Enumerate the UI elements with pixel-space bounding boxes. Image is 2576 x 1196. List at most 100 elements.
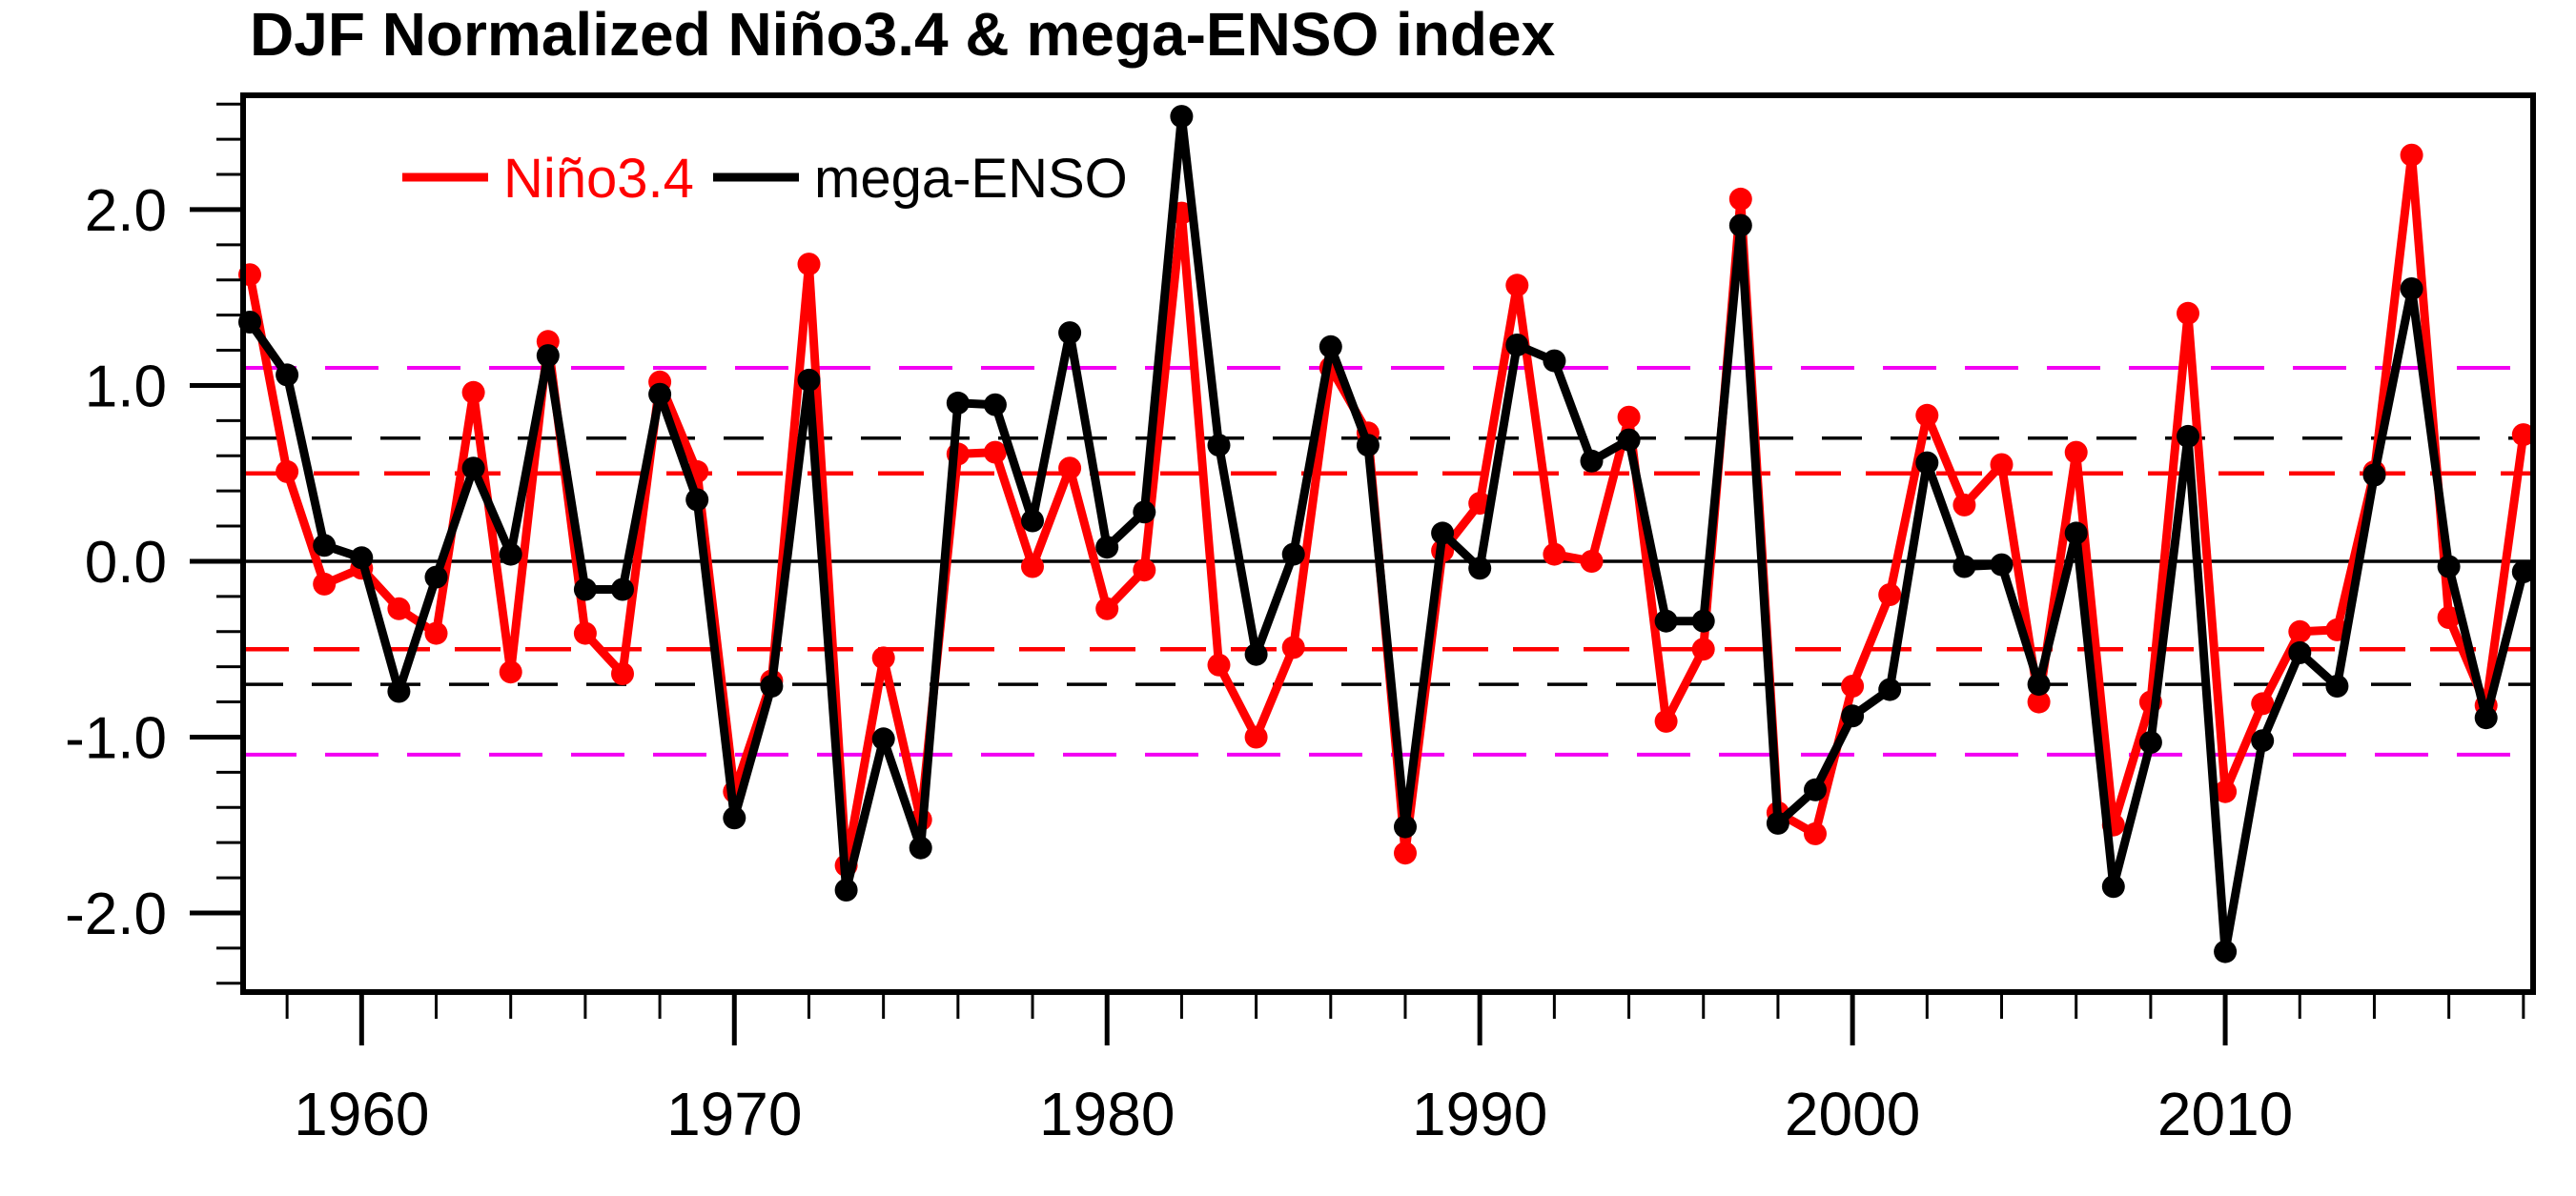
data-point-mega-enso-1978: [1021, 509, 1044, 533]
data-point-nino34-2005: [2027, 690, 2051, 714]
data-point-mega-enso-1983: [1207, 434, 1231, 457]
data-point-mega-enso-2015: [2400, 277, 2423, 300]
x-tick-label-1980: 1980: [1039, 1080, 1175, 1148]
x-tick-label-1970: 1970: [666, 1080, 802, 1148]
data-point-mega-enso-2000: [1841, 704, 1865, 728]
data-point-mega-enso-1974: [871, 727, 895, 751]
data-point-mega-enso-2008: [2138, 731, 2162, 754]
data-point-mega-enso-1998: [1766, 811, 1789, 835]
data-point-mega-enso-1999: [1804, 778, 1827, 801]
data-point-nino34-1985: [1281, 636, 1305, 659]
data-point-mega-enso-1971: [760, 675, 784, 698]
data-point-mega-enso-1962: [424, 565, 448, 589]
data-point-mega-enso-1976: [946, 391, 970, 415]
data-point-mega-enso-1996: [1691, 609, 1715, 633]
data-point-mega-enso-1970: [723, 806, 746, 830]
data-point-nino34-1996: [1691, 638, 1715, 661]
plot-border: [240, 92, 2536, 995]
data-point-mega-enso-1963: [461, 456, 485, 480]
data-point-mega-enso-1991: [1505, 334, 1529, 356]
data-point-mega-enso-1985: [1281, 542, 1305, 566]
data-point-mega-enso-1959: [313, 534, 337, 557]
data-point-nino34-1981: [1133, 558, 1156, 582]
data-point-mega-enso-2001: [1878, 678, 1902, 701]
data-point-nino34-2003: [1952, 493, 1976, 517]
data-point-mega-enso-1969: [685, 488, 709, 512]
x-tick-label-1960: 1960: [294, 1080, 429, 1148]
data-point-mega-enso-1960: [350, 546, 374, 570]
data-point-mega-enso-1968: [648, 382, 672, 406]
data-point-mega-enso-1958: [276, 363, 299, 387]
y-tick-label-1.0: 1.0: [85, 354, 167, 419]
data-point-nino34-1967: [611, 662, 634, 685]
data-point-mega-enso-2017: [2474, 706, 2498, 730]
data-point-mega-enso-2002: [1915, 451, 1939, 475]
data-point-nino34-1959: [313, 572, 337, 596]
data-point-nino34-2004: [1990, 453, 2014, 476]
data-point-nino34-1995: [1654, 709, 1678, 733]
data-point-mega-enso-1964: [499, 542, 522, 566]
data-point-nino34-1961: [387, 597, 411, 620]
plot-frame: [240, 92, 2536, 995]
data-point-mega-enso-1977: [983, 393, 1007, 416]
data-point-nino34-1974: [871, 646, 895, 670]
data-point-mega-enso-1982: [1170, 105, 1194, 129]
data-point-nino34-1997: [1728, 187, 1752, 211]
data-point-mega-enso-2010: [2214, 940, 2238, 963]
data-point-mega-enso-2016: [2437, 555, 2461, 578]
data-point-nino34-2018: [2511, 423, 2535, 447]
y-tick-label-2.0: 2.0: [85, 178, 167, 244]
data-point-nino34-2006: [2064, 440, 2088, 464]
data-point-nino34-1999: [1804, 821, 1827, 845]
x-tick-label-2000: 2000: [1785, 1080, 1920, 1148]
data-point-nino34-1963: [461, 380, 485, 404]
y-tick-label-0.0: 0.0: [85, 530, 167, 596]
data-point-nino34-1962: [424, 621, 448, 645]
data-point-nino34-1991: [1505, 274, 1529, 297]
data-point-nino34-1972: [797, 253, 821, 276]
x-tick-label-1990: 1990: [1412, 1080, 1547, 1148]
data-point-nino34-1988: [1394, 841, 1417, 865]
legend-label-mega-enso: mega-ENSO: [814, 148, 1128, 210]
data-point-nino34-1958: [276, 459, 299, 483]
data-point-mega-enso-1988: [1394, 815, 1417, 839]
data-point-nino34-2011: [2251, 692, 2275, 716]
chart-title: DJF Normalized Niño3.4 & mega-ENSO index: [250, 0, 1556, 69]
data-point-mega-enso-1989: [1431, 521, 1455, 545]
data-point-nino34-2009: [2177, 301, 2199, 325]
data-point-nino34-2010: [2214, 780, 2238, 803]
data-point-nino34-1978: [1021, 555, 1044, 578]
series-line-mega-enso: [245, 111, 2528, 957]
data-point-mega-enso-1997: [1728, 213, 1752, 237]
data-point-mega-enso-2007: [2101, 875, 2125, 899]
data-point-mega-enso-2003: [1952, 555, 1976, 578]
data-point-mega-enso-1975: [909, 836, 932, 860]
legend: Niño3.4 mega-ENSO: [402, 148, 1128, 210]
data-point-mega-enso-1994: [1617, 428, 1641, 452]
data-series: [238, 105, 2535, 963]
data-point-mega-enso-1993: [1580, 449, 1604, 473]
axis-tick-labels: -2.0 -1.0 0.0 1.0 2.0 1960 1970 1980 1990 2000 201…: [65, 178, 2293, 1148]
data-point-nino34-2001: [1878, 583, 1902, 606]
data-point-mega-enso-2011: [2251, 729, 2275, 753]
x-tick-label-2010: 2010: [2157, 1080, 2293, 1148]
data-point-nino34-1984: [1244, 725, 1268, 749]
data-point-nino34-1964: [499, 660, 522, 684]
data-point-mega-enso-1986: [1319, 334, 1342, 358]
data-point-mega-enso-1965: [536, 344, 560, 368]
data-point-mega-enso-1992: [1543, 349, 1566, 373]
data-point-mega-enso-2018: [2511, 560, 2535, 583]
data-point-mega-enso-1961: [387, 679, 411, 703]
data-point-mega-enso-2004: [1990, 553, 2014, 577]
data-point-nino34-1983: [1207, 653, 1231, 677]
legend-label-nino34: Niño3.4: [503, 148, 694, 210]
data-point-mega-enso-1995: [1654, 609, 1678, 633]
data-point-nino34-1966: [573, 621, 597, 645]
axis-ticks: [190, 102, 2525, 1045]
data-point-mega-enso-2013: [2325, 675, 2349, 698]
data-point-mega-enso-1990: [1468, 557, 1492, 580]
y-tick-label--1.0: -1.0: [65, 705, 167, 771]
data-point-mega-enso-1984: [1244, 642, 1268, 666]
data-point-nino34-2015: [2400, 143, 2423, 167]
